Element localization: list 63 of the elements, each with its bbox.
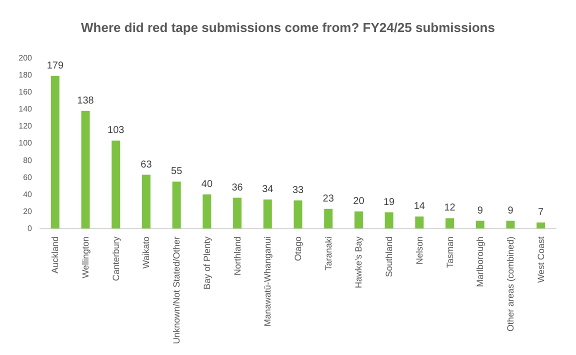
- x-tick-label: Otago: [293, 236, 303, 261]
- bar: [384, 212, 394, 228]
- data-label: 34: [262, 184, 274, 195]
- bar: [81, 110, 90, 228]
- x-tick-label: Hawke’s Bay: [354, 236, 364, 288]
- data-label: 138: [77, 95, 94, 106]
- data-label: 33: [292, 184, 304, 196]
- data-label: 23: [322, 193, 334, 204]
- data-label: 103: [108, 125, 125, 136]
- bar: [142, 174, 150, 228]
- y-tick-label: 20: [23, 206, 33, 216]
- data-label: 19: [383, 196, 396, 208]
- bar: [415, 216, 424, 228]
- data-label: 55: [171, 166, 183, 178]
- x-tick-label: Marlborough: [475, 236, 486, 287]
- y-tick-label: 120: [18, 122, 33, 131]
- y-tick-label: 140: [18, 104, 33, 114]
- x-tick-label: Bay of Plenty: [202, 236, 212, 290]
- data-label: 12: [444, 202, 456, 214]
- y-tick-label: 80: [23, 156, 33, 165]
- bar: [324, 208, 333, 228]
- data-label: 9: [477, 205, 484, 216]
- bar: [506, 220, 515, 228]
- data-label: 20: [353, 196, 365, 207]
- bar: [263, 199, 272, 228]
- y-tick-label: 40: [23, 190, 33, 199]
- y-tick-label: 200: [18, 54, 33, 62]
- bar: [354, 211, 363, 228]
- y-tick-label: 160: [18, 88, 33, 97]
- data-label: 36: [232, 182, 244, 194]
- bar: [202, 194, 212, 228]
- data-label: 9: [508, 205, 514, 216]
- data-label: 63: [140, 159, 152, 170]
- data-label: 179: [46, 60, 64, 72]
- y-tick-label: 100: [18, 138, 33, 148]
- bar: [172, 182, 181, 228]
- bar: [294, 200, 302, 228]
- bar: [536, 222, 546, 228]
- y-tick-label: 0: [28, 224, 33, 233]
- x-tick-label: Wellington: [80, 236, 91, 278]
- bar: [50, 76, 60, 228]
- x-tick-label: Manawatū-Whanganui: [262, 236, 273, 327]
- data-label: 14: [414, 201, 426, 212]
- bar: [476, 220, 484, 228]
- bar: [233, 198, 242, 228]
- y-tick-label: 180: [18, 70, 33, 80]
- chart-title: Where did red tape submissions come from? FY24/25 submissions: [81, 20, 495, 35]
- bar: [446, 218, 454, 228]
- x-tick-label: West Coast: [536, 236, 546, 283]
- x-tick-label: Unknown/Not Stated/Other: [172, 236, 182, 344]
- x-tick-label: Nelson: [414, 236, 424, 264]
- bar: [112, 140, 120, 228]
- x-tick-label: Tasman: [444, 236, 455, 268]
- x-tick-label: Southland: [384, 236, 394, 277]
- data-label: 7: [538, 206, 544, 218]
- x-tick-label: Waikato: [141, 236, 152, 269]
- x-tick-label: Auckland: [50, 236, 60, 274]
- x-tick-label: Canterbury: [110, 236, 121, 281]
- x-tick-label: Other areas (combined): [505, 236, 516, 332]
- data-label: 40: [201, 178, 213, 190]
- y-tick-label: 60: [23, 172, 33, 182]
- x-tick-label: Northland: [232, 236, 242, 276]
- x-tick-label: Taranaki: [323, 236, 334, 270]
